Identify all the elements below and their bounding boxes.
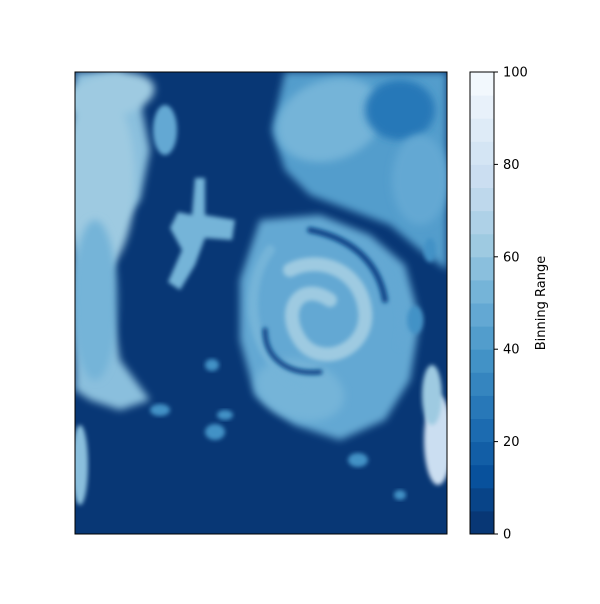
colorbar-bin	[470, 95, 494, 119]
colorbar-label: Binning Range	[534, 256, 549, 350]
left-cloud-band	[73, 220, 117, 380]
right-edge-bright-cloud	[422, 365, 442, 425]
colorbar-bin	[470, 141, 494, 165]
colorbar	[470, 72, 494, 535]
scattered-small-clouds	[205, 359, 219, 371]
colorbar-tick-label: 60	[503, 250, 520, 265]
colorbar-tick-label: 40	[503, 343, 520, 358]
colorbar-bin	[470, 395, 494, 419]
colorbar-ticks: 0 20 40 60 80 100	[494, 66, 528, 543]
colorbar-bin	[470, 419, 494, 443]
colorbar-bin	[470, 72, 494, 96]
scattered-small-clouds	[348, 453, 368, 467]
top-right-cloud-mass	[365, 80, 435, 140]
scattered-small-clouds	[424, 238, 436, 262]
scattered-small-clouds	[205, 424, 225, 440]
colorbar-tick-label: 20	[503, 435, 520, 450]
scattered-small-clouds	[394, 490, 406, 500]
colorbar-tick-label: 80	[503, 158, 520, 173]
colorbar-bin	[470, 257, 494, 281]
colorbar-bin	[470, 488, 494, 512]
colorbar-tick-label: 100	[503, 66, 528, 81]
colorbar-bin	[470, 465, 494, 489]
colorbar-bin	[470, 234, 494, 258]
colorbar-bin	[470, 349, 494, 373]
colorbar-bin	[470, 164, 494, 188]
colorbar-bin	[470, 326, 494, 350]
colorbar-bin	[470, 511, 494, 535]
bottom-left-bright-patch	[72, 425, 88, 505]
scattered-small-clouds	[407, 306, 423, 334]
colorbar-tick-label: 0	[503, 528, 511, 543]
colorbar-bin	[470, 372, 494, 396]
colorbar-bin	[470, 442, 494, 466]
colorbar-bin	[470, 211, 494, 235]
top-right-cloud-mass	[392, 135, 448, 225]
top-left-cloud	[153, 105, 177, 155]
colorbar-bin	[470, 280, 494, 304]
scattered-small-clouds	[150, 404, 170, 416]
colorbar-bin	[470, 303, 494, 327]
colorbar-bin	[470, 118, 494, 142]
colorbar-bin	[470, 188, 494, 212]
scattered-small-clouds	[217, 410, 233, 420]
